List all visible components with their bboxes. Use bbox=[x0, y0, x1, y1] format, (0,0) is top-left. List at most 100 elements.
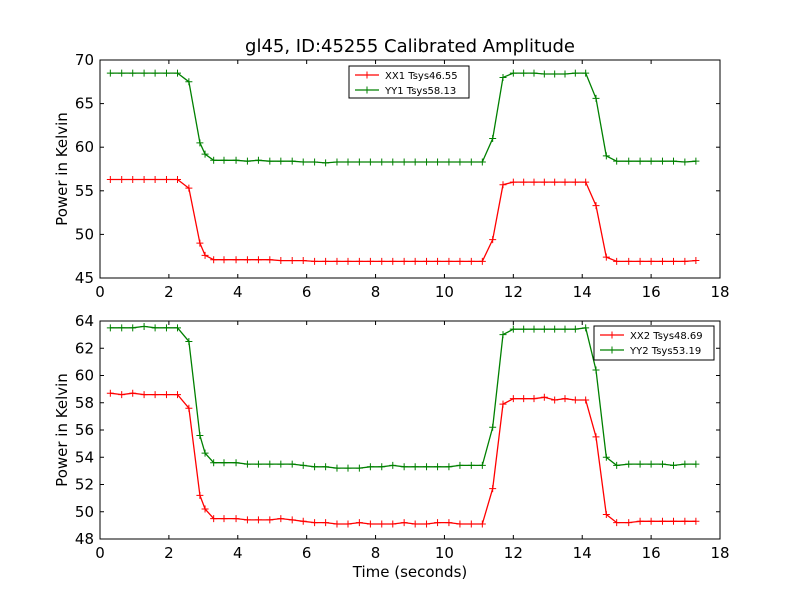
data-point bbox=[220, 515, 228, 523]
data-point bbox=[670, 517, 677, 525]
data-point bbox=[647, 257, 655, 265]
data-point bbox=[509, 69, 517, 77]
data-point bbox=[467, 158, 475, 166]
data-point bbox=[636, 157, 644, 165]
y-tick-label: 55 bbox=[75, 182, 94, 200]
data-point bbox=[118, 175, 126, 183]
data-point bbox=[489, 485, 497, 493]
data-point bbox=[162, 324, 170, 332]
x-tick-label: 10 bbox=[435, 283, 454, 301]
data-point bbox=[210, 156, 218, 164]
data-point bbox=[196, 139, 204, 147]
data-point bbox=[551, 70, 559, 78]
data-point bbox=[344, 257, 352, 265]
data-point bbox=[478, 158, 486, 166]
data-point bbox=[571, 69, 579, 77]
data-point bbox=[378, 158, 386, 166]
data-point bbox=[411, 463, 419, 471]
data-point bbox=[311, 158, 319, 166]
x-tick-label: 8 bbox=[371, 544, 381, 562]
data-point bbox=[561, 70, 569, 78]
data-point bbox=[509, 325, 517, 333]
data-point bbox=[129, 69, 137, 77]
data-point bbox=[592, 94, 600, 102]
data-point bbox=[434, 519, 442, 527]
legend-marker bbox=[608, 331, 616, 339]
data-point bbox=[118, 69, 126, 77]
data-point bbox=[196, 239, 204, 247]
data-point bbox=[625, 257, 633, 265]
legend-marker bbox=[363, 71, 371, 79]
data-point bbox=[445, 519, 453, 527]
data-point bbox=[613, 461, 621, 469]
data-point bbox=[254, 256, 262, 264]
y-tick-label: 60 bbox=[75, 367, 94, 385]
data-point bbox=[174, 324, 181, 332]
data-point bbox=[129, 324, 137, 332]
data-point bbox=[582, 396, 590, 404]
data-point bbox=[311, 257, 319, 265]
data-point bbox=[185, 404, 193, 412]
data-point bbox=[434, 257, 442, 265]
x-tick-label: 10 bbox=[435, 544, 454, 562]
data-point bbox=[478, 257, 486, 265]
data-point bbox=[322, 159, 330, 167]
data-point bbox=[658, 257, 666, 265]
data-point bbox=[602, 253, 610, 261]
data-point bbox=[151, 324, 159, 332]
data-point bbox=[456, 257, 464, 265]
data-point bbox=[509, 395, 517, 403]
data-point bbox=[129, 389, 137, 397]
data-point bbox=[210, 459, 218, 467]
data-point bbox=[254, 460, 262, 468]
x-tick-label: 2 bbox=[164, 544, 174, 562]
data-point bbox=[232, 515, 240, 523]
data-point bbox=[322, 257, 330, 265]
data-point bbox=[174, 69, 181, 77]
data-point bbox=[299, 257, 307, 265]
data-point bbox=[322, 519, 330, 527]
data-point bbox=[201, 251, 209, 259]
data-point bbox=[625, 519, 633, 527]
data-point bbox=[277, 460, 285, 468]
data-point bbox=[355, 519, 363, 527]
data-point bbox=[400, 519, 408, 527]
data-point bbox=[499, 181, 507, 189]
data-point bbox=[277, 257, 285, 265]
data-point bbox=[681, 517, 689, 525]
legend-label: XX1 Tsys46.55 bbox=[385, 71, 458, 82]
data-point bbox=[299, 461, 307, 469]
data-point bbox=[625, 460, 633, 468]
legend-label: XX2 Tsys48.69 bbox=[630, 331, 703, 342]
data-point bbox=[118, 324, 126, 332]
x-axis-label: Time (seconds) bbox=[352, 563, 468, 581]
data-point bbox=[174, 391, 181, 399]
data-point bbox=[681, 257, 689, 265]
data-point bbox=[647, 157, 655, 165]
data-point bbox=[636, 460, 644, 468]
data-point bbox=[561, 178, 569, 186]
data-point bbox=[220, 156, 228, 164]
data-point bbox=[658, 460, 666, 468]
x-tick-label: 16 bbox=[642, 544, 661, 562]
data-point bbox=[571, 396, 579, 404]
data-point bbox=[636, 517, 644, 525]
legend-marker bbox=[608, 346, 616, 354]
data-point bbox=[592, 433, 600, 441]
data-point bbox=[423, 520, 431, 528]
data-point bbox=[266, 460, 274, 468]
plot-frame bbox=[99, 59, 721, 279]
y-tick-label: 50 bbox=[75, 503, 94, 521]
data-point bbox=[551, 178, 559, 186]
data-point bbox=[140, 391, 148, 399]
y-tick-label: 62 bbox=[75, 339, 94, 357]
data-point bbox=[530, 395, 538, 403]
data-point bbox=[423, 158, 431, 166]
data-point bbox=[174, 175, 181, 183]
x-tick-label: 16 bbox=[642, 283, 661, 301]
x-tick-label: 4 bbox=[233, 283, 243, 301]
data-point bbox=[333, 464, 341, 472]
data-point bbox=[467, 461, 475, 469]
data-point bbox=[582, 324, 590, 332]
data-point bbox=[647, 517, 655, 525]
